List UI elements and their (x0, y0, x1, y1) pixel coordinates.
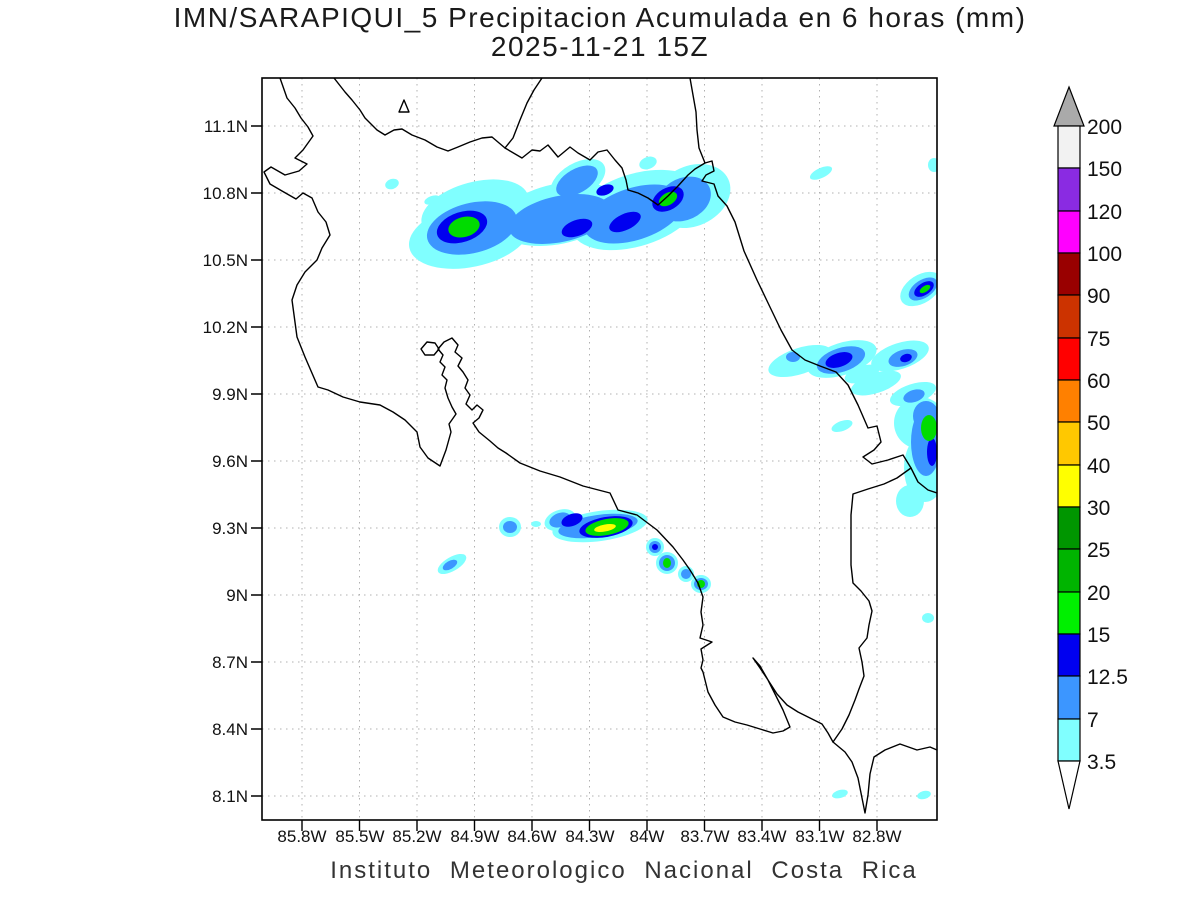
colorbar-arrow-bottom (1057, 760, 1081, 810)
colorbar-step (1057, 167, 1081, 212)
island-chira (420, 341, 440, 356)
lat-tick-label: 10.8N (202, 184, 248, 203)
lat-tick-label: 11.1N (203, 117, 248, 136)
lon-tick-label: 82.8W (852, 827, 902, 846)
lon-tick-label: 85.5W (335, 827, 385, 846)
colorbar-step (1057, 379, 1081, 423)
island-lake-triangle (398, 99, 410, 113)
coastline (263, 78, 937, 814)
lat-tick-label: 9.6N (212, 452, 248, 471)
colorbar-step (1057, 125, 1081, 169)
colorbar-label: 40 (1087, 455, 1111, 478)
y-axis-ticks (251, 125, 262, 797)
coastline-lake-nicaragua (333, 78, 543, 152)
page-title-line1: IMN/SARAPIQUI_5 Precipitacion Acumulada … (173, 2, 1027, 33)
lat-tick-label: 8.7N (212, 653, 248, 672)
colorbar-step (1057, 337, 1081, 381)
colorbar-label: 75 (1087, 328, 1111, 351)
lat-tick-label: 9.9N (212, 385, 248, 404)
colorbar-step (1057, 294, 1081, 339)
colorbar-step (1057, 718, 1081, 762)
colorbar-label: 100 (1087, 243, 1123, 266)
x-axis-ticks (301, 820, 878, 831)
lon-tick-label: 84W (629, 827, 665, 846)
colorbar-label: 20 (1087, 582, 1111, 605)
colorbar-label: 90 (1087, 285, 1111, 308)
colorbar-step (1057, 506, 1081, 550)
precip-layer-30mm (594, 523, 616, 533)
coastline-caribbean (689, 78, 937, 494)
colorbar-step (1057, 210, 1081, 254)
footer-attribution: Instituto Meteorologico Nacional Costa R… (330, 857, 918, 884)
colorbar-label: 150 (1087, 158, 1123, 181)
border-panama (832, 467, 912, 743)
lat-tick-label: 8.1N (212, 787, 248, 806)
colorbar-label: 120 (1087, 201, 1123, 224)
colorbar-arrow-top (1053, 85, 1085, 127)
colorbar-label: 7 (1087, 709, 1099, 732)
lon-tick-label: 85.8W (277, 827, 327, 846)
lat-tick-label: 8.4N (212, 720, 248, 739)
lat-tick-label: 9.3N (212, 519, 248, 538)
lon-tick-label: 84.9W (450, 827, 500, 846)
lon-tick-label: 83.1W (795, 827, 845, 846)
lon-tick-label: 85.2W (392, 827, 442, 846)
colorbar-step (1057, 675, 1081, 720)
colorbar-step (1057, 548, 1081, 593)
colorbar-step (1057, 591, 1081, 635)
colorbar-step (1057, 252, 1081, 296)
colorbar-label: 50 (1087, 412, 1111, 435)
colorbar-step (1057, 464, 1081, 508)
lat-tick-label: 10.2N (202, 318, 248, 337)
map-frame (251, 77, 938, 831)
colorbar-label: 15 (1087, 624, 1111, 647)
lat-tick-label: 9N (226, 586, 248, 605)
colorbar-label: 25 (1087, 539, 1111, 562)
colorbar-label: 12.5 (1087, 666, 1128, 689)
colorbar-step (1057, 633, 1081, 677)
colorbar-label: 60 (1087, 370, 1111, 393)
coastline-pacific (263, 78, 937, 814)
lon-tick-label: 83.7W (680, 827, 730, 846)
lon-tick-label: 84.3W (565, 827, 615, 846)
colorbar-label: 30 (1087, 497, 1111, 520)
border-rio-san-juan (504, 144, 706, 206)
colorbar-label: 200 (1087, 116, 1123, 139)
colorbar-label: 3.5 (1087, 751, 1117, 774)
lat-tick-label: 10.5N (202, 251, 248, 270)
lon-tick-label: 84.6W (507, 827, 557, 846)
lon-tick-label: 83.4W (737, 827, 787, 846)
colorbar-step (1057, 421, 1081, 466)
page-title-line2: 2025-11-21 15Z (490, 31, 710, 62)
colorbar (1053, 85, 1085, 810)
